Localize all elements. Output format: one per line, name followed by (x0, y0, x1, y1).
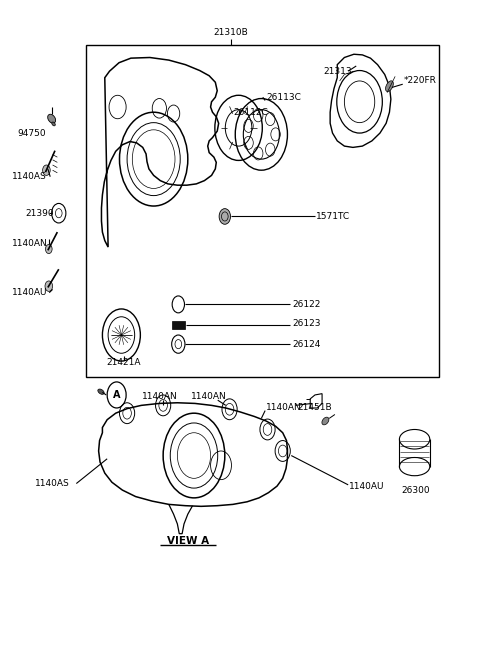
Circle shape (43, 165, 50, 175)
Text: 21421A: 21421A (107, 358, 141, 367)
Bar (172, 321, 185, 328)
Text: 26113C: 26113C (266, 93, 301, 102)
Ellipse shape (385, 81, 394, 91)
Ellipse shape (48, 114, 56, 124)
Text: 1140AS: 1140AS (12, 172, 47, 181)
Text: 1140AN: 1140AN (266, 403, 302, 413)
Text: 1571TC: 1571TC (316, 212, 350, 221)
Text: 1140AN: 1140AN (12, 239, 48, 248)
Text: 1140AS: 1140AS (35, 479, 70, 488)
Text: VIEW A: VIEW A (167, 536, 209, 546)
Text: *220FR: *220FR (404, 76, 436, 85)
Circle shape (46, 244, 52, 254)
Text: 21313: 21313 (323, 66, 352, 76)
Text: 26300: 26300 (401, 486, 430, 495)
Circle shape (45, 281, 53, 291)
Text: 21390: 21390 (25, 209, 54, 217)
Text: 26124: 26124 (292, 340, 321, 349)
Circle shape (219, 209, 230, 224)
Text: 1140AN: 1140AN (192, 392, 227, 401)
Text: 94750: 94750 (17, 129, 46, 137)
Ellipse shape (98, 389, 104, 394)
Text: 1140AU: 1140AU (12, 288, 48, 297)
Bar (86, 45, 439, 377)
Text: 21310B: 21310B (213, 28, 248, 37)
Text: 1140AN: 1140AN (142, 392, 177, 401)
Text: 26123: 26123 (292, 319, 321, 328)
Ellipse shape (322, 417, 329, 425)
Text: 26122: 26122 (292, 300, 321, 309)
Ellipse shape (52, 122, 55, 126)
Text: 21451B: 21451B (297, 403, 332, 413)
Text: 1140AU: 1140AU (349, 482, 384, 491)
Text: A: A (113, 390, 120, 400)
Text: 26112C: 26112C (233, 108, 268, 117)
